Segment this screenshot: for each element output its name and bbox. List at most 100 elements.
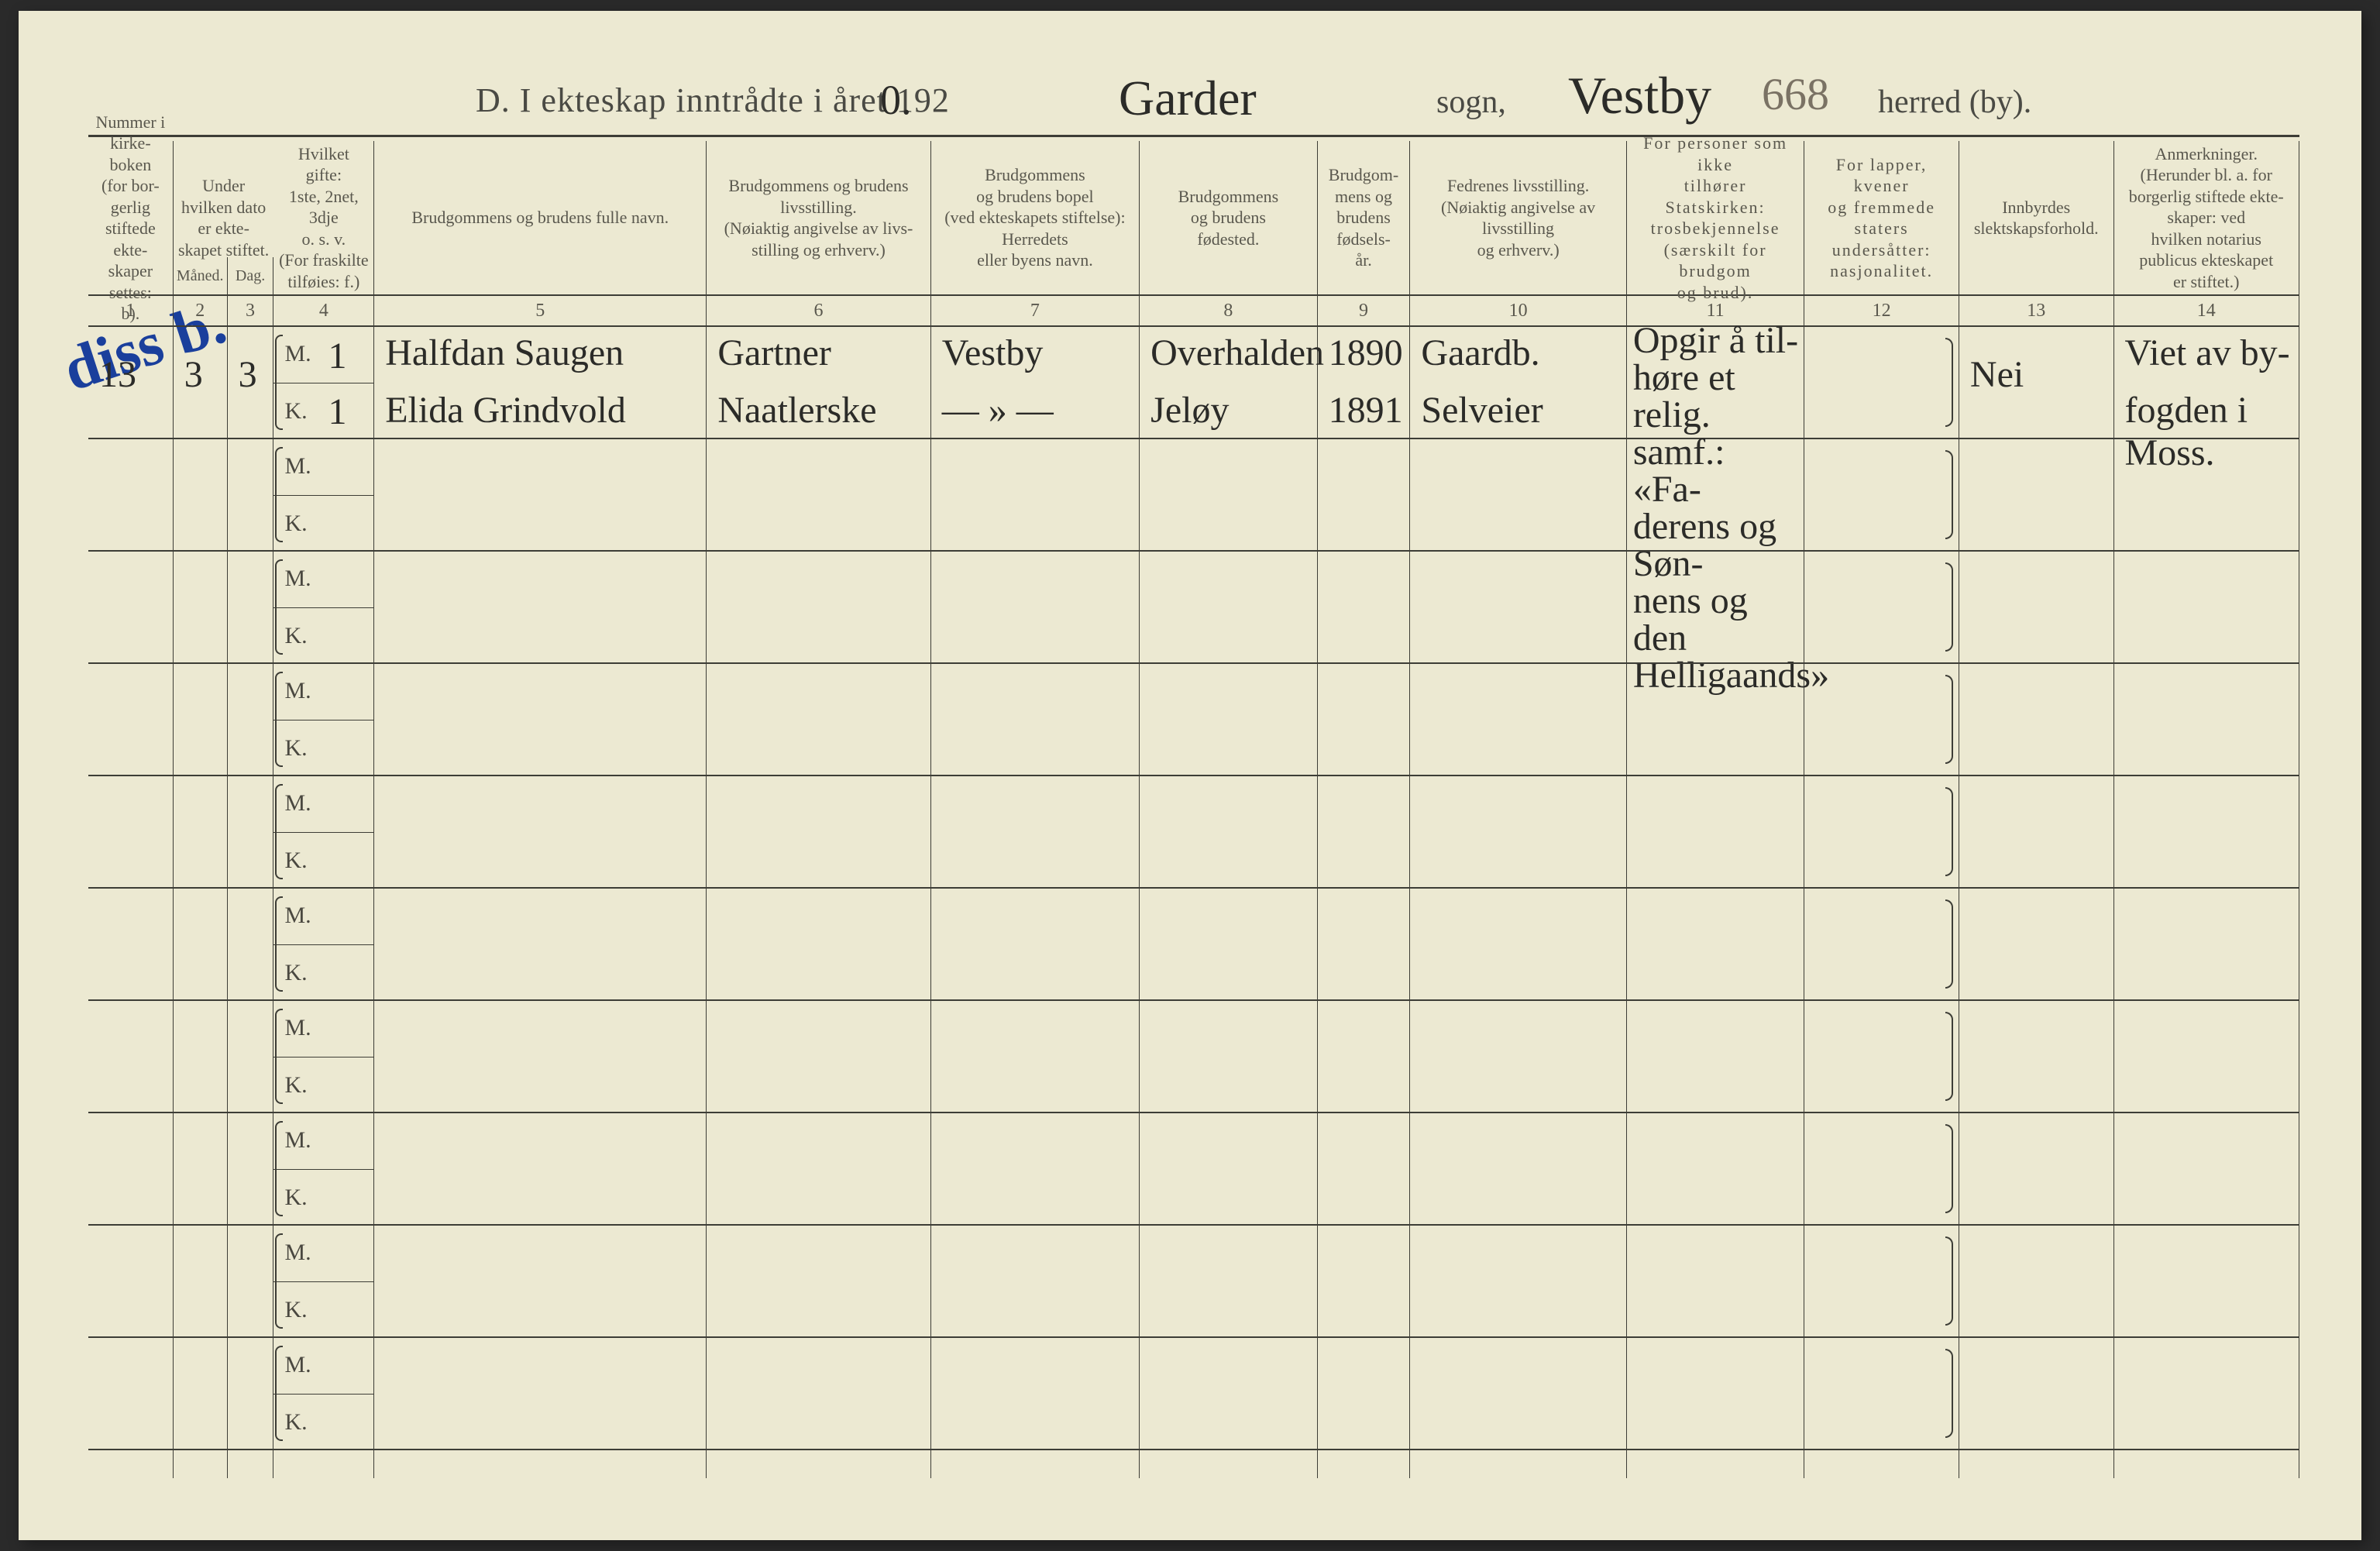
column-header-text: Nummer i kirke- boken (for bor- gerlig s… — [93, 112, 168, 325]
mk-cell: M.K. — [273, 1001, 374, 1112]
mk-k: K. — [284, 1409, 307, 1436]
ledger-page: D. I ekteskap inntrådte i året 192 0. Ga… — [19, 11, 2361, 1540]
mk-k: K. — [284, 735, 307, 762]
mk-divider — [273, 1394, 374, 1395]
mk-cell: M. K. — [273, 439, 374, 550]
column-number: 5 — [374, 296, 707, 327]
mk-divider — [273, 1169, 374, 1170]
column-number: 6 — [707, 296, 930, 327]
brace-icon — [1945, 562, 1953, 652]
title-herred-label: herred (by). — [1878, 84, 2031, 121]
mk-k: K. — [284, 960, 307, 986]
mk-m: M. — [284, 903, 311, 929]
mk-k: K. — [284, 398, 307, 425]
cell-value: Jeløy — [1150, 389, 1229, 432]
brace-icon — [1945, 1124, 1953, 1213]
cell-value: Gartner — [717, 332, 831, 374]
column-header-text: For lapper, kvener og fremmede staters u… — [1809, 154, 1954, 282]
mk-cell: M. K. — [273, 1338, 374, 1449]
mk-k: K. — [284, 848, 307, 874]
cell-value: 1890 — [1329, 332, 1403, 374]
mk-m: M. — [284, 341, 311, 367]
column-header-text: Brudgom- mens og brudens fødsels- år. — [1329, 164, 1398, 271]
cell-value: 3 — [184, 353, 203, 396]
mk-m: M. — [284, 1240, 311, 1266]
column-number: 10 — [1410, 296, 1626, 327]
column-header: Fedrenes livsstilling. (Nøiaktig angivel… — [1410, 141, 1626, 296]
column-subheader: Måned. — [174, 257, 228, 296]
title-rule — [88, 135, 2299, 137]
table-row: M. K. — [88, 439, 2299, 552]
cell-value: Viet av by- — [2125, 332, 2290, 374]
mk-divider — [273, 495, 374, 496]
column-header-text: Under hvilken dato er ekte- skapet stift… — [178, 175, 270, 260]
cell-value: Halfdan Saugen — [385, 332, 624, 374]
column-header-text: Brudgommens og brudens bopel (ved ektesk… — [944, 164, 1125, 271]
title-printed: D. I ekteskap inntrådte i året 192 — [476, 81, 950, 120]
brace-cell — [1804, 1113, 1959, 1224]
cell-value: 3 — [239, 353, 257, 396]
column-header-text: Brudgommens og brudens fulle navn. — [411, 207, 669, 229]
cell-value: Overhalden — [1150, 332, 1315, 374]
mk-k: K. — [284, 623, 307, 649]
mk-cell: M.K. — [273, 776, 374, 887]
brace-cell — [1804, 664, 1959, 775]
mk-m: M. — [284, 1015, 311, 1041]
column-subheader: Dag. — [228, 257, 274, 296]
column-header-text: Fedrenes livsstilling. (Nøiaktig angivel… — [1415, 175, 1621, 260]
mk-cell: M. K. — [273, 664, 374, 775]
mk-divider — [273, 607, 374, 608]
column-number: 13 — [1959, 296, 2114, 327]
cell-value: 1 — [328, 390, 346, 433]
column-number: 9 — [1318, 296, 1411, 327]
column-header: Brudgommens og brudens bopel (ved ektesk… — [931, 141, 1140, 296]
mk-m: M. — [284, 453, 311, 480]
mk-m: M. — [284, 678, 311, 704]
column-header-text: Innbyrdes slektskapsforhold. — [1974, 197, 2099, 239]
column-number: 3 — [228, 296, 274, 327]
column-number: 1 — [88, 296, 174, 327]
table-row: M. K. — [88, 552, 2299, 664]
column-number: 4 — [273, 296, 374, 327]
mk-k: K. — [284, 1297, 307, 1323]
column-number: 8 — [1140, 296, 1318, 327]
brace-icon — [1945, 1236, 1953, 1326]
mk-m: M. — [284, 1127, 311, 1154]
ledger-grid: diss b. Nummer i kirke- boken (for bor- … — [88, 141, 2299, 1478]
table-row: M. K. — [88, 1113, 2299, 1226]
mk-k: K. — [284, 1185, 307, 1211]
column-header-text: Hvilket gifte: 1ste, 2net, 3dje o. s. v.… — [278, 143, 369, 293]
brace-icon — [1945, 1012, 1953, 1101]
column-number: 12 — [1804, 296, 1959, 327]
column-number: 2 — [174, 296, 228, 327]
column-header: Anmerkninger. (Herunder bl. a. for borge… — [2114, 141, 2299, 296]
mk-m: M. — [284, 1352, 311, 1378]
column-header: Innbyrdes slektskapsforhold. — [1959, 141, 2114, 296]
column-header: Nummer i kirke- boken (for bor- gerlig s… — [88, 141, 174, 296]
title-year-handwritten: 0. — [880, 76, 912, 124]
brace-cell — [1804, 552, 1959, 662]
brace-cell — [1804, 327, 1959, 438]
column-header: Hvilket gifte: 1ste, 2net, 3dje o. s. v.… — [273, 141, 374, 296]
cell-value: Elida Grindvold — [385, 389, 626, 432]
mk-m: M. — [284, 566, 311, 592]
brace-cell — [1804, 439, 1959, 550]
cell-value: 13 — [99, 353, 136, 396]
table-row: M. K. — [88, 1338, 2299, 1450]
cell-value: 1891 — [1329, 389, 1403, 432]
cell-value: Gaardb. — [1421, 332, 1539, 374]
cell-value: Naatlerske — [717, 389, 876, 432]
mk-k: K. — [284, 511, 307, 537]
table-row: M.K. — [88, 776, 2299, 889]
table-row: M. K. — [88, 1226, 2299, 1338]
cell-value: Nei — [1970, 353, 2024, 396]
cell-value: Vestby — [942, 332, 1044, 374]
title-sogn-handwritten: Garder — [1119, 70, 1257, 127]
brace-icon — [1945, 450, 1953, 539]
brace-icon — [1945, 787, 1953, 876]
brace-cell — [1804, 1338, 1959, 1449]
title-sogn-label: sogn, — [1436, 84, 1506, 121]
column-header-text: Brudgommens og brudens fødested. — [1178, 186, 1279, 250]
brace-cell — [1804, 776, 1959, 887]
column-header-text: Brudgommens og brudens livsstilling. (Nø… — [724, 175, 913, 260]
